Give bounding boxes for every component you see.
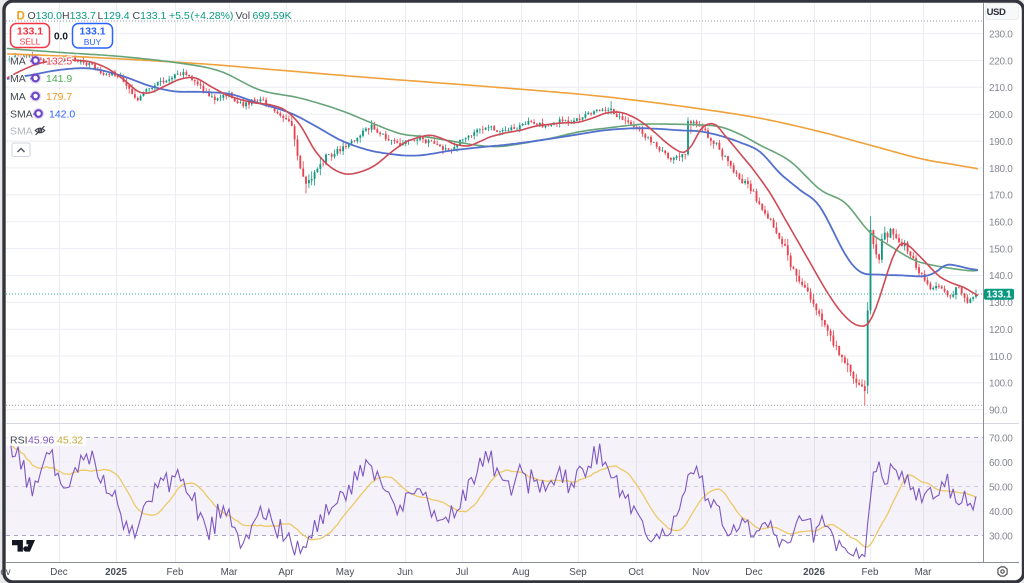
svg-text:179.7: 179.7	[46, 91, 72, 103]
svg-text:120.0: 120.0	[989, 325, 1013, 336]
svg-text:C133.1: C133.1	[133, 10, 167, 22]
svg-text:150.0: 150.0	[989, 244, 1013, 255]
svg-text:Dec: Dec	[745, 567, 763, 578]
svg-text:2026: 2026	[803, 567, 825, 578]
svg-text:140.0: 140.0	[989, 271, 1013, 282]
svg-text:50.00: 50.00	[989, 482, 1013, 493]
svg-text:O130.0: O130.0	[28, 10, 63, 22]
svg-text:0.0: 0.0	[54, 32, 68, 43]
svg-text:SMA: SMA	[10, 125, 33, 137]
svg-text:133.1: 133.1	[17, 26, 43, 38]
svg-text:110.0: 110.0	[989, 352, 1013, 363]
svg-text:60.00: 60.00	[989, 458, 1013, 469]
svg-text:H133.7: H133.7	[62, 10, 96, 22]
svg-text:MA: MA	[10, 73, 26, 85]
svg-text:180.0: 180.0	[989, 164, 1013, 175]
svg-text:May: May	[336, 567, 355, 578]
svg-text:220.0: 220.0	[989, 56, 1013, 67]
svg-text:Mar: Mar	[221, 567, 239, 578]
svg-text:45.96: 45.96	[28, 434, 54, 446]
svg-text:699.59K: 699.59K	[253, 10, 292, 22]
svg-text:160.0: 160.0	[989, 218, 1013, 229]
svg-text:142.0: 142.0	[49, 108, 75, 120]
svg-text:133.1: 133.1	[79, 26, 105, 38]
svg-text:210.0: 210.0	[989, 83, 1013, 94]
svg-text:Feb: Feb	[167, 567, 184, 578]
svg-text:Vol: Vol	[236, 10, 251, 22]
svg-text:BUY: BUY	[84, 37, 102, 47]
svg-text:130.0: 130.0	[989, 298, 1013, 309]
svg-text:Jun: Jun	[397, 567, 413, 578]
svg-text:Apr: Apr	[278, 567, 294, 578]
svg-text:132.5: 132.5	[46, 55, 72, 67]
svg-text:2025: 2025	[105, 567, 127, 578]
svg-text:70.00: 70.00	[989, 433, 1013, 444]
svg-text:SMA: SMA	[10, 108, 33, 120]
svg-text:USD: USD	[987, 7, 1006, 18]
svg-text:SELL: SELL	[20, 37, 41, 47]
svg-text:Dec: Dec	[50, 567, 68, 578]
svg-text:133.1: 133.1	[986, 290, 1011, 301]
svg-text:190.0: 190.0	[989, 137, 1013, 148]
svg-text:Nov: Nov	[692, 567, 710, 578]
svg-text:100.0: 100.0	[989, 379, 1013, 390]
svg-text:Oct: Oct	[628, 567, 644, 578]
svg-text:L129.4: L129.4	[98, 10, 130, 22]
svg-text:Jul: Jul	[456, 567, 469, 578]
svg-text:RSI: RSI	[10, 434, 28, 446]
svg-text:Feb: Feb	[862, 567, 879, 578]
svg-text:MA: MA	[10, 91, 26, 103]
svg-text:Sep: Sep	[569, 567, 587, 578]
svg-text:90.0: 90.0	[989, 406, 1008, 417]
svg-text:141.9: 141.9	[46, 73, 72, 85]
svg-text:Aug: Aug	[512, 567, 529, 578]
svg-text:D: D	[17, 10, 25, 22]
svg-text:+5.5: +5.5	[169, 10, 190, 22]
svg-text:30.00: 30.00	[989, 531, 1013, 542]
svg-text:Mar: Mar	[915, 567, 933, 578]
svg-text:200.0: 200.0	[989, 110, 1013, 121]
svg-text:45.32: 45.32	[57, 434, 83, 446]
svg-text:40.00: 40.00	[989, 507, 1013, 518]
svg-text:(+4.28%): (+4.28%)	[191, 10, 234, 22]
svg-text:230.0: 230.0	[989, 29, 1013, 40]
svg-text:MA: MA	[10, 55, 26, 67]
svg-text:170.0: 170.0	[989, 191, 1013, 202]
